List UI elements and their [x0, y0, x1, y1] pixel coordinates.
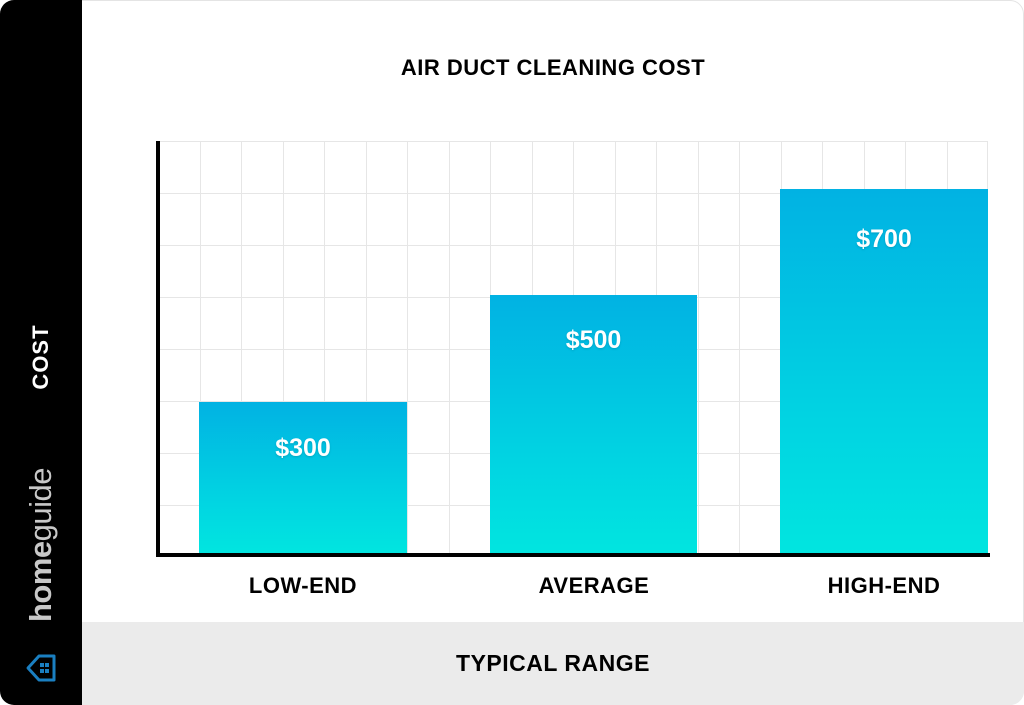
y-axis-line: [156, 141, 160, 557]
sidebar: COST homeguide: [0, 0, 82, 705]
brand-name-light: guide: [23, 467, 58, 542]
x-axis-title-band: TYPICAL RANGE: [82, 622, 1024, 705]
x-axis-title: TYPICAL RANGE: [456, 650, 650, 676]
brand-name-bold: home: [23, 541, 58, 623]
bar-value-label: $300: [275, 434, 331, 462]
bar-average: $500: [490, 295, 697, 553]
gridline: [158, 193, 988, 194]
gridline: [158, 245, 988, 246]
y-axis-label: COST: [28, 324, 53, 390]
gridline: [158, 141, 988, 142]
gridline: [200, 141, 201, 553]
bar-high-end: $700: [780, 189, 988, 553]
gridline: [407, 141, 408, 553]
gridline: [698, 141, 699, 553]
chart-title: AIR DUCT CLEANING COST: [400, 55, 706, 80]
gridline: [283, 141, 284, 553]
bar-value-label: $700: [856, 225, 912, 253]
gridline: [366, 141, 367, 553]
category-label-low-end: LOW-END: [248, 573, 358, 598]
gridline: [739, 141, 740, 553]
category-label-average: AVERAGE: [538, 573, 650, 598]
house-icon: [26, 654, 56, 682]
bar-value-label: $500: [565, 326, 622, 354]
gridline: [241, 141, 242, 553]
gridline: [449, 141, 450, 553]
gridline: [324, 141, 325, 553]
category-label-high-end: HIGH-END: [827, 573, 941, 598]
bar-low-end: $300: [199, 402, 407, 553]
x-axis-line: [156, 553, 990, 557]
brand-logo-text: homeguide: [23, 468, 59, 622]
